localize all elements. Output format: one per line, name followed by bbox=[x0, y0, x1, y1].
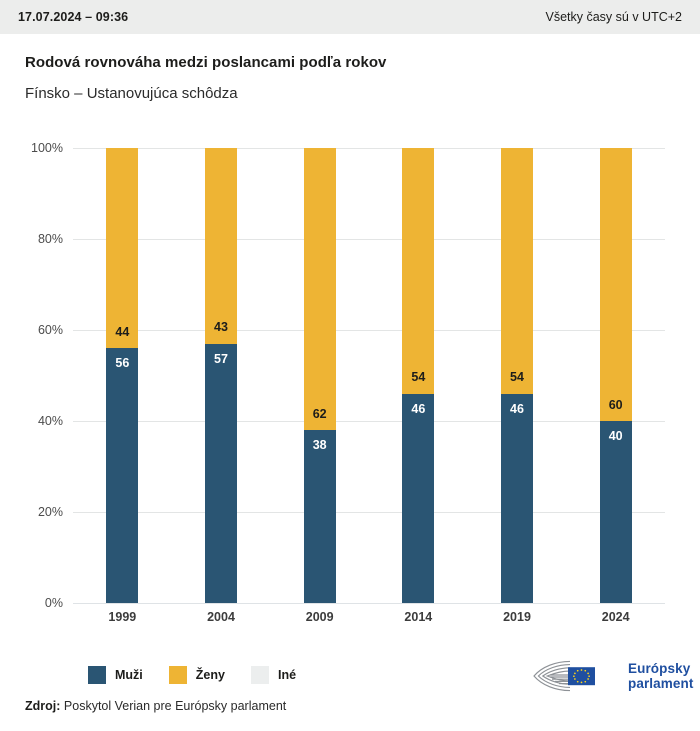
source-label: Zdroj: bbox=[25, 699, 61, 713]
y-axis-tick-label: 80% bbox=[37, 232, 63, 246]
page-subtitle: Fínsko – Ustanovujúca schôdza bbox=[25, 85, 238, 102]
chart-legend: Muži Ženy Iné bbox=[88, 666, 296, 684]
bar-value-label: 40 bbox=[608, 429, 623, 443]
timezone-note: Všetky časy sú v UTC+2 bbox=[545, 10, 683, 24]
source-text: Poskytol Verian pre Európsky parlament bbox=[63, 699, 287, 713]
legend-item[interactable]: Iné bbox=[250, 666, 297, 684]
bar-segment-men[interactable]: 46 bbox=[402, 393, 435, 603]
bar-stack[interactable]: 38 62 bbox=[303, 148, 336, 603]
y-axis-tick-label: 60% bbox=[37, 323, 63, 337]
bar-value-label: 43 bbox=[214, 320, 228, 335]
bar-segment-men[interactable]: 38 bbox=[303, 430, 336, 603]
y-axis-tick-label: 100% bbox=[31, 141, 63, 155]
bar-stack[interactable]: 46 54 bbox=[402, 148, 435, 603]
bar-value-label: 54 bbox=[411, 370, 426, 385]
gridline bbox=[73, 603, 665, 604]
y-axis-tick-label: 0% bbox=[44, 596, 63, 610]
legend-item-label: Iné bbox=[277, 668, 297, 682]
bar-value-label: 44 bbox=[115, 324, 130, 339]
logo-wordmark: Európsky parlament bbox=[628, 661, 693, 691]
gridline bbox=[73, 421, 665, 422]
x-axis-tick-label: 2019 bbox=[503, 610, 531, 624]
legend-swatch-icon bbox=[250, 666, 269, 684]
bar-segment-women[interactable]: 43 bbox=[205, 148, 237, 344]
x-axis-tick-label: 2024 bbox=[601, 610, 630, 624]
bar-segment-men[interactable]: 57 bbox=[205, 343, 237, 603]
chart-plot-area: 0% 20% 40% 60% 80% 100% 56 44 1999 57 43 2004 38 62 20… bbox=[31, 141, 665, 624]
x-axis-tick-label: 2004 bbox=[207, 610, 235, 624]
gridline bbox=[73, 239, 665, 240]
bar-segment-men[interactable]: 46 bbox=[501, 393, 533, 603]
bar-stack[interactable]: 40 60 bbox=[599, 148, 632, 603]
bar-segment-women[interactable]: 44 bbox=[106, 148, 139, 349]
bar-value-label: 46 bbox=[411, 401, 426, 416]
bar-segment-women[interactable]: 60 bbox=[599, 148, 632, 421]
bar-value-label: 54 bbox=[510, 370, 524, 385]
bar-value-label: 38 bbox=[312, 438, 327, 453]
logo-line-2: parlament bbox=[628, 676, 694, 691]
timestamp: 17.07.2024 – 09:36 bbox=[18, 10, 129, 24]
legend-swatch-icon bbox=[88, 666, 106, 684]
legend-item-label: Muži bbox=[115, 668, 143, 682]
legend-item-label: Ženy bbox=[195, 668, 225, 682]
bar-segment-women[interactable]: 62 bbox=[303, 148, 336, 431]
x-axis-tick-label: 2014 bbox=[404, 610, 433, 624]
bar-value-label: 56 bbox=[115, 356, 130, 371]
bar-segment-men[interactable]: 40 bbox=[599, 421, 632, 603]
legend-item[interactable]: Muži bbox=[88, 666, 143, 684]
bar-stack[interactable]: 57 43 bbox=[205, 148, 237, 603]
bar-value-label: 46 bbox=[510, 401, 524, 416]
bar-segment-women[interactable]: 54 bbox=[501, 148, 533, 394]
european-parliament-logo: Európsky parlament bbox=[530, 659, 693, 693]
source-note: Zdroj: Poskytol Verian pre Európsky parl… bbox=[25, 699, 286, 713]
bar-stack[interactable]: 46 54 bbox=[501, 148, 533, 603]
x-axis-tick-label: 1999 bbox=[108, 610, 137, 624]
bar-segment-men[interactable]: 56 bbox=[106, 348, 139, 603]
x-axis-tick-label: 2009 bbox=[305, 610, 334, 624]
legend-item[interactable]: Ženy bbox=[168, 666, 225, 684]
y-axis-tick-label: 20% bbox=[37, 505, 63, 519]
gridline bbox=[73, 512, 665, 513]
bar-stack[interactable]: 56 44 bbox=[106, 148, 139, 603]
bar-value-label: 62 bbox=[312, 406, 327, 421]
bar-value-label: 57 bbox=[214, 351, 228, 366]
bar-segment-women[interactable]: 54 bbox=[402, 148, 435, 394]
logo-line-1: Európsky bbox=[628, 660, 691, 676]
european-parliament-logo-icon bbox=[533, 660, 595, 692]
legend-swatch-icon bbox=[168, 666, 187, 684]
bar-value-label: 60 bbox=[608, 397, 623, 412]
page-title: Rodová rovnováha medzi poslancami podľa … bbox=[25, 54, 387, 71]
gridline bbox=[73, 148, 665, 149]
y-axis-tick-label: 40% bbox=[37, 414, 63, 428]
gridline bbox=[73, 330, 665, 331]
status-bar: 17.07.2024 – 09:36 Všetky časy sú v UTC+… bbox=[0, 0, 700, 34]
